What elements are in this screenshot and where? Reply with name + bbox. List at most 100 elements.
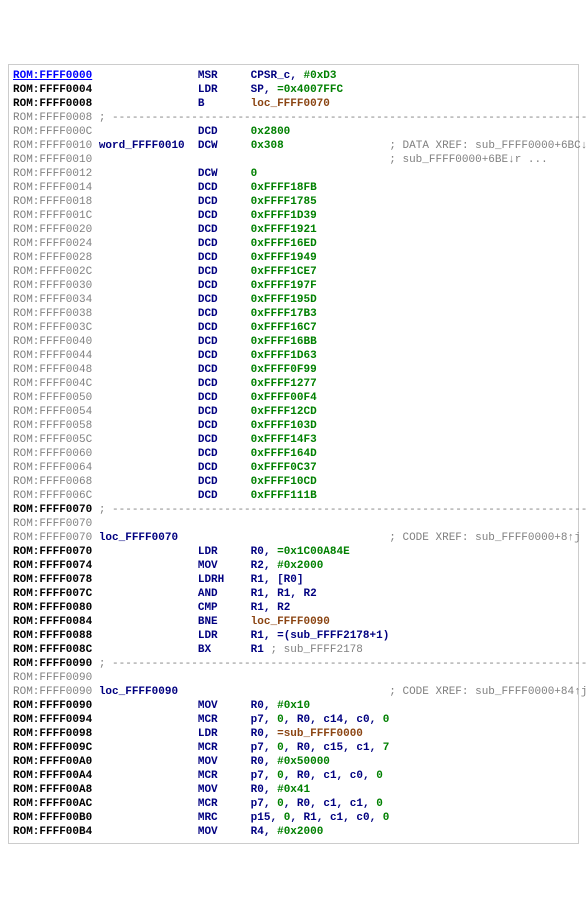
operand[interactable]: #0x41: [277, 784, 310, 796]
operand[interactable]: #0x50000: [277, 756, 330, 768]
operand[interactable]: R2: [251, 560, 264, 572]
address[interactable]: ROM:FFFF009C: [13, 742, 92, 754]
operand[interactable]: p7: [251, 742, 264, 754]
disasm-line[interactable]: ROM:FFFF0094 MCR p7, 0, R0, c14, c0, 0: [13, 713, 574, 727]
operand[interactable]: c0: [356, 714, 369, 726]
operand[interactable]: c0: [350, 770, 363, 782]
disasm-line[interactable]: ROM:FFFF0090 loc_FFFF0090 ; CODE XREF: s…: [13, 685, 574, 699]
disasm-line[interactable]: ROM:FFFF0070 loc_FFFF0070 ; CODE XREF: s…: [13, 531, 574, 545]
operand[interactable]: R0: [297, 714, 310, 726]
address[interactable]: ROM:FFFF00A8: [13, 784, 92, 796]
address[interactable]: ROM:FFFF0028: [13, 252, 92, 264]
disasm-line[interactable]: ROM:FFFF00B0 MRC p15, 0, R1, c1, c0, 0: [13, 811, 574, 825]
address[interactable]: ROM:FFFF00A4: [13, 770, 92, 782]
operand[interactable]: R4: [251, 826, 264, 838]
operand[interactable]: #0x2000: [277, 560, 323, 572]
symbol-label[interactable]: loc_FFFF0070: [99, 532, 178, 544]
disasm-line[interactable]: ROM:FFFF002C DCD 0xFFFF1CE7: [13, 265, 574, 279]
address[interactable]: ROM:FFFF001C: [13, 210, 92, 222]
operand[interactable]: R0: [251, 784, 264, 796]
address[interactable]: ROM:FFFF0094: [13, 714, 92, 726]
disasm-line[interactable]: ROM:FFFF0024 DCD 0xFFFF16ED: [13, 237, 574, 251]
address[interactable]: ROM:FFFF0050: [13, 392, 92, 404]
disasm-line[interactable]: ROM:FFFF0038 DCD 0xFFFF17B3: [13, 307, 574, 321]
operand[interactable]: R0: [297, 770, 310, 782]
disasm-line[interactable]: ROM:FFFF0070: [13, 517, 574, 531]
disasm-line[interactable]: ROM:FFFF007C AND R1, R1, R2: [13, 587, 574, 601]
operand[interactable]: 0: [284, 812, 291, 824]
operand[interactable]: p7: [251, 770, 264, 782]
address[interactable]: ROM:FFFF0018: [13, 196, 92, 208]
operand[interactable]: =sub_FFFF0000: [277, 728, 363, 740]
disasm-line[interactable]: ROM:FFFF0008 ; -------------------------…: [13, 111, 574, 125]
address[interactable]: ROM:FFFF007C: [13, 588, 92, 600]
operand[interactable]: =0x1C00A84E: [277, 546, 350, 558]
xref-comment[interactable]: ; sub_FFFF0000+6BE↓r ...: [389, 154, 547, 166]
disasm-line[interactable]: ROM:FFFF006C DCD 0xFFFF111B: [13, 489, 574, 503]
operand[interactable]: R1: [251, 602, 264, 614]
address[interactable]: ROM:FFFF0034: [13, 294, 92, 306]
disasm-line[interactable]: ROM:FFFF00A0 MOV R0, #0x50000: [13, 755, 574, 769]
operand[interactable]: [R0]: [277, 574, 303, 586]
operand[interactable]: 0x2800: [251, 126, 291, 138]
disasm-line[interactable]: ROM:FFFF0090: [13, 671, 574, 685]
disasm-line[interactable]: ROM:FFFF00AC MCR p7, 0, R0, c1, c1, 0: [13, 797, 574, 811]
operand[interactable]: 0: [277, 770, 284, 782]
disasm-line[interactable]: ROM:FFFF0004 LDR SP, =0x4007FFC: [13, 83, 574, 97]
operand[interactable]: c14: [323, 714, 343, 726]
address[interactable]: ROM:FFFF0064: [13, 462, 92, 474]
address[interactable]: ROM:FFFF00AC: [13, 798, 92, 810]
address[interactable]: ROM:FFFF0078: [13, 574, 92, 586]
disasm-line[interactable]: ROM:FFFF0010 word_FFFF0010 DCW 0x308 ; D…: [13, 139, 574, 153]
operand[interactable]: SP: [251, 84, 264, 96]
operand[interactable]: R1: [251, 630, 264, 642]
address[interactable]: ROM:FFFF004C: [13, 378, 92, 390]
operand[interactable]: CPSR_c: [251, 70, 291, 82]
disasm-line[interactable]: ROM:FFFF008C BX R1 ; sub_FFFF2178: [13, 643, 574, 657]
operand[interactable]: R1: [251, 644, 271, 656]
disasm-line[interactable]: ROM:FFFF0078 LDRH R1, [R0]: [13, 573, 574, 587]
operand[interactable]: 0xFFFF164D: [251, 448, 317, 460]
operand[interactable]: R1: [251, 574, 264, 586]
address[interactable]: ROM:FFFF0074: [13, 560, 92, 572]
operand[interactable]: 0xFFFF1CE7: [251, 266, 317, 278]
address[interactable]: ROM:FFFF0014: [13, 182, 92, 194]
xref-comment[interactable]: ; CODE XREF: sub_FFFF0000+8↑j: [389, 532, 580, 544]
disasm-line[interactable]: ROM:FFFF0090 ; -------------------------…: [13, 657, 574, 671]
operand[interactable]: 0xFFFF1921: [251, 224, 317, 236]
operand[interactable]: 0xFFFF14F3: [251, 434, 317, 446]
disasm-line[interactable]: ROM:FFFF000C DCD 0x2800: [13, 125, 574, 139]
address[interactable]: ROM:FFFF0004: [13, 84, 92, 96]
operand[interactable]: 0: [376, 770, 383, 782]
disasm-line[interactable]: ROM:FFFF003C DCD 0xFFFF16C7: [13, 321, 574, 335]
operand[interactable]: 0: [376, 798, 383, 810]
operand[interactable]: 0: [277, 714, 284, 726]
operand[interactable]: R1: [251, 588, 264, 600]
address[interactable]: ROM:FFFF0070: [13, 518, 92, 530]
disasm-line[interactable]: ROM:FFFF0030 DCD 0xFFFF197F: [13, 279, 574, 293]
operand[interactable]: 0xFFFF1D39: [251, 210, 317, 222]
operand[interactable]: c1: [356, 742, 369, 754]
operand[interactable]: 0xFFFF16BB: [251, 336, 317, 348]
disasm-line[interactable]: ROM:FFFF0080 CMP R1, R2: [13, 601, 574, 615]
operand[interactable]: 0xFFFF12CD: [251, 406, 317, 418]
address[interactable]: ROM:FFFF0008: [13, 112, 92, 124]
disasm-line[interactable]: ROM:FFFF00A8 MOV R0, #0x41: [13, 783, 574, 797]
operand[interactable]: R0: [251, 756, 264, 768]
address[interactable]: ROM:FFFF0000: [13, 70, 92, 82]
address[interactable]: ROM:FFFF00B0: [13, 812, 92, 824]
disasm-line[interactable]: ROM:FFFF0054 DCD 0xFFFF12CD: [13, 405, 574, 419]
disasm-line[interactable]: ROM:FFFF0012 DCW 0: [13, 167, 574, 181]
operand[interactable]: 0xFFFF1D63: [251, 350, 317, 362]
address[interactable]: ROM:FFFF0090: [13, 686, 92, 698]
operand[interactable]: 0xFFFF0F99: [251, 364, 317, 376]
address[interactable]: ROM:FFFF008C: [13, 644, 92, 656]
operand[interactable]: 0xFFFF1949: [251, 252, 317, 264]
disasm-line[interactable]: ROM:FFFF0034 DCD 0xFFFF195D: [13, 293, 574, 307]
operand[interactable]: R2: [277, 602, 290, 614]
operand[interactable]: c1: [323, 798, 336, 810]
operand[interactable]: 0xFFFF103D: [251, 420, 317, 432]
address[interactable]: ROM:FFFF0008: [13, 98, 92, 110]
symbol-label[interactable]: word_FFFF0010: [99, 140, 185, 152]
disasm-line[interactable]: ROM:FFFF0028 DCD 0xFFFF1949: [13, 251, 574, 265]
